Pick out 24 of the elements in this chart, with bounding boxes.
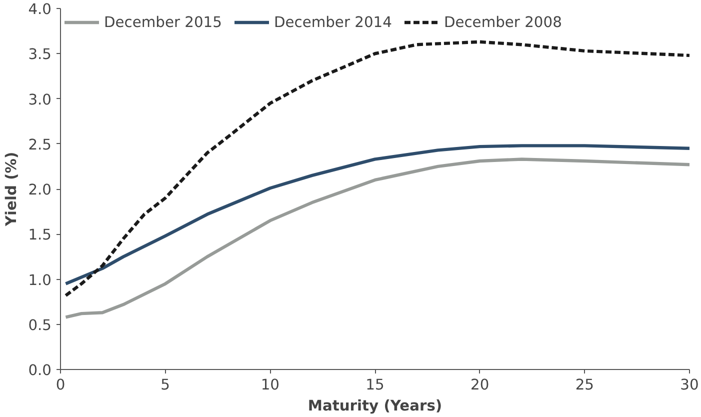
y-tick-label: 3.5 — [28, 46, 52, 64]
y-tick-label: 0.5 — [28, 316, 52, 334]
line-series — [64, 144, 690, 286]
x-tick-label: 20 — [470, 376, 490, 394]
x-axis-title: Maturity (Years) — [308, 398, 442, 414]
x-tick-label: 0 — [56, 376, 66, 394]
y-tick-label: 3.0 — [28, 91, 52, 108]
x-tick-label: 25 — [575, 376, 594, 394]
x-tick-label: 15 — [366, 376, 384, 394]
legend-label: December 2008 — [444, 14, 562, 30]
x-tick-label: 10 — [260, 376, 280, 394]
y-tick-label: 1.5 — [28, 226, 52, 244]
y-tick-label: 0.0 — [28, 362, 52, 379]
legend-label: December 2015 — [104, 14, 222, 30]
line-series — [64, 158, 690, 319]
line-series — [64, 40, 690, 298]
y-tick-label: 2.0 — [28, 182, 52, 198]
y-tick-label: 4.0 — [28, 1, 52, 18]
y-tick-label: 1.0 — [28, 272, 52, 289]
y-axis-title: Yield (%) — [3, 152, 20, 228]
legend-label: December 2014 — [274, 14, 392, 30]
x-tick-label: 30 — [680, 376, 699, 394]
y-tick-label: 2.5 — [28, 136, 52, 154]
x-tick-label: 5 — [160, 376, 170, 394]
